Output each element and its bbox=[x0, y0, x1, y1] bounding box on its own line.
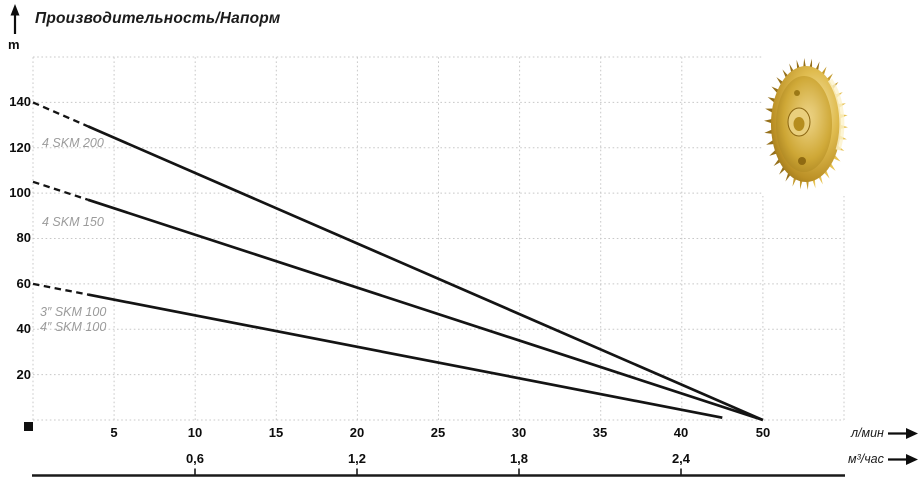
pump-curve-2 bbox=[87, 293, 723, 420]
x2-tick-label: 1,2 bbox=[347, 451, 367, 466]
x2-tick-label: 0,6 bbox=[185, 451, 205, 466]
y-tick-label: 140 bbox=[9, 94, 31, 109]
y-tick-label: 100 bbox=[9, 185, 31, 200]
y-axis-unit-label: m bbox=[8, 37, 20, 52]
curve-label-3skm100: 3″ SKM 100 bbox=[40, 305, 107, 319]
pump-curve-1-dashed bbox=[32, 180, 89, 201]
impeller-highlight bbox=[827, 78, 845, 151]
curve-label-4skm150: 4 SKM 150 bbox=[42, 215, 104, 229]
y-tick-label: 80 bbox=[16, 230, 31, 245]
pump-curve-1 bbox=[87, 198, 764, 422]
x-tick-label: 25 bbox=[430, 425, 446, 440]
x-tick-label: 30 bbox=[511, 425, 527, 440]
y-tick-label: 20 bbox=[16, 367, 31, 382]
x-tick-label: 15 bbox=[268, 425, 284, 440]
plot-area bbox=[32, 56, 845, 422]
x2-axis-unit-label: м³/час bbox=[848, 452, 884, 466]
y-tick-label: 60 bbox=[16, 276, 31, 291]
x-tick-label: 20 bbox=[349, 425, 365, 440]
secondary-axis-ticks bbox=[194, 468, 682, 475]
impeller-rivet-top bbox=[794, 90, 800, 96]
y-tick-label: 40 bbox=[16, 321, 31, 336]
x-tick-label: 10 bbox=[187, 425, 203, 440]
pump-curve-0-dashed bbox=[32, 101, 89, 128]
impeller-rivet-bottom bbox=[798, 157, 806, 165]
x2-tick-label: 2,4 bbox=[671, 451, 691, 466]
x2-tick-label: 1,8 bbox=[509, 451, 529, 466]
x-tick-label: 50 bbox=[755, 425, 771, 440]
chart-title: Производительность/Напорм bbox=[35, 10, 281, 27]
x-tick-label: 40 bbox=[673, 425, 689, 440]
pump-curve-0 bbox=[87, 125, 764, 422]
pump-curve-2-dashed bbox=[32, 282, 89, 296]
x-tick-label: 35 bbox=[592, 425, 608, 440]
x-axis-arrow-icon bbox=[888, 428, 918, 439]
x2-axis-arrow-icon bbox=[888, 454, 918, 465]
impeller-hub-bore bbox=[793, 117, 805, 131]
impeller-image bbox=[762, 56, 856, 196]
curve-label-4skm200: 4 SKM 200 bbox=[42, 136, 104, 150]
y-axis-arrow-icon bbox=[10, 4, 20, 34]
curve-label-4skm100: 4″ SKM 100 bbox=[40, 320, 107, 334]
origin-marker-square bbox=[24, 422, 33, 431]
x-axis-unit-label: л/мин bbox=[851, 426, 884, 440]
y-tick-label: 120 bbox=[9, 140, 31, 155]
x-tick-label: 5 bbox=[110, 425, 118, 440]
